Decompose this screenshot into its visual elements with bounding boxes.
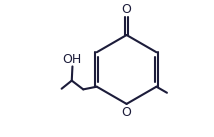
Text: OH: OH <box>62 53 81 66</box>
Text: O: O <box>122 106 132 119</box>
Text: O: O <box>122 3 132 16</box>
